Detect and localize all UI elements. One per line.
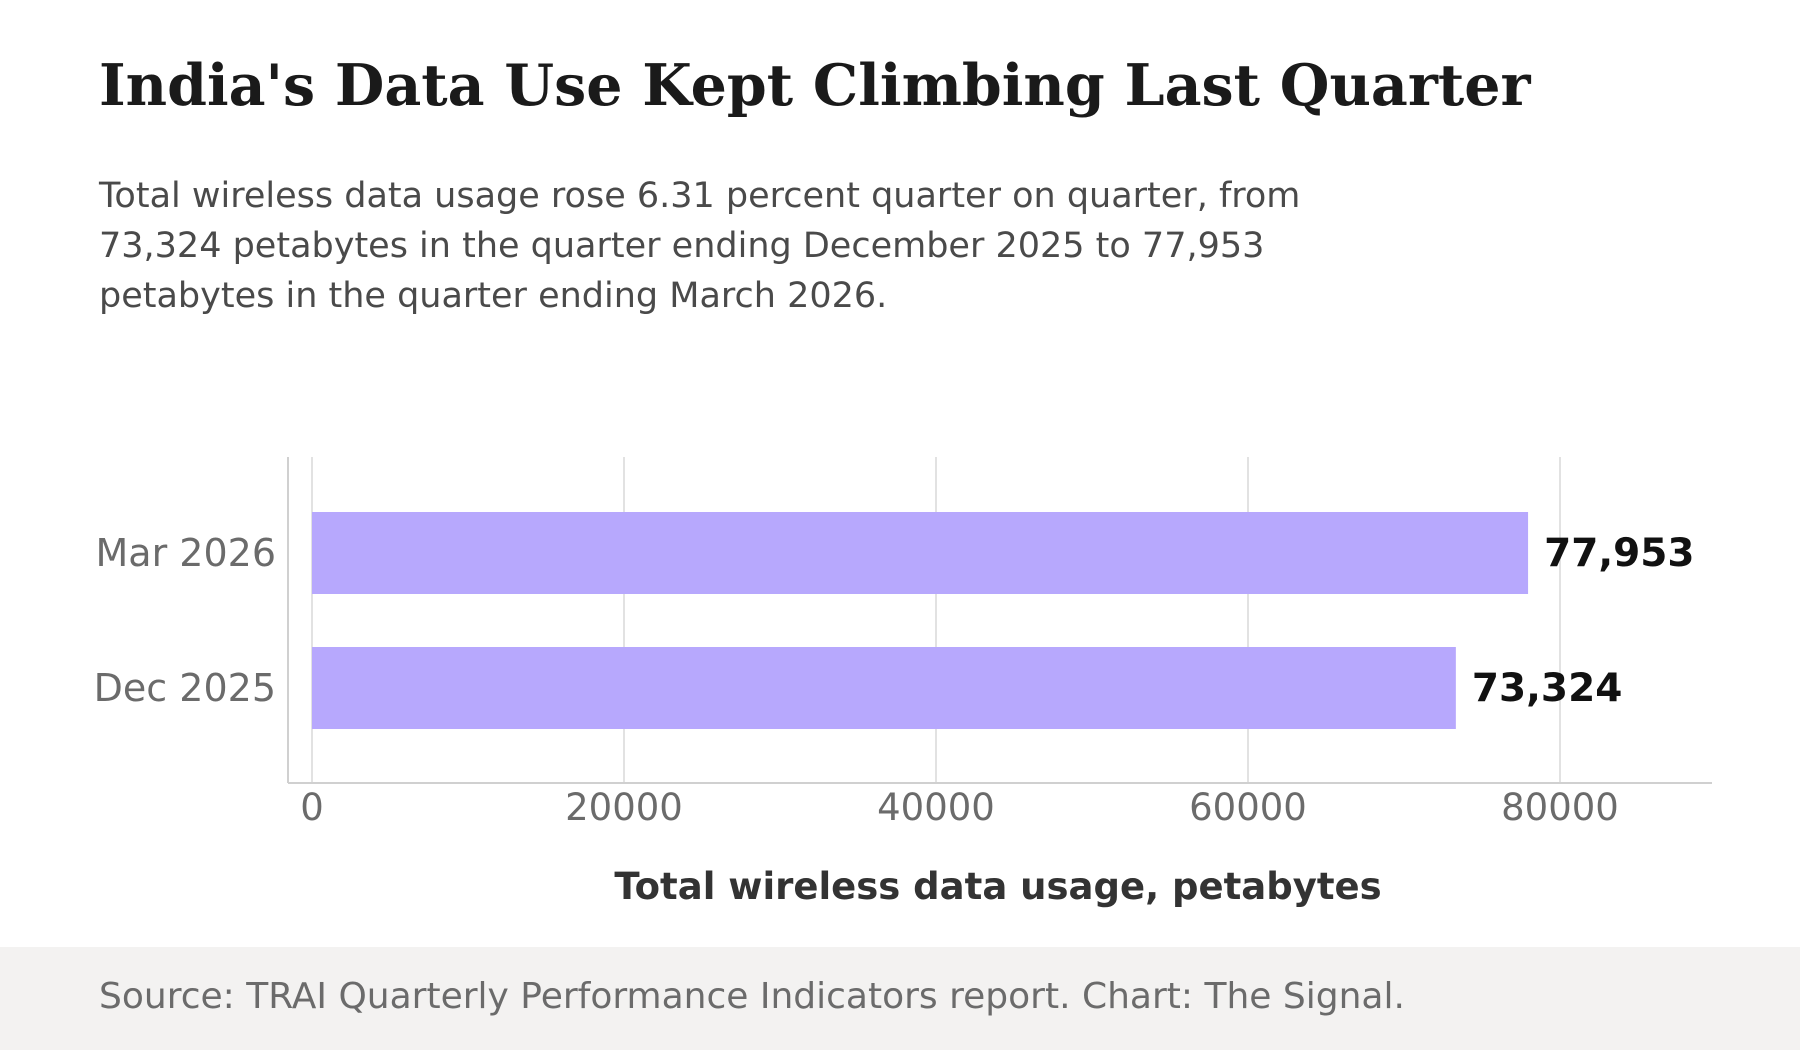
axes — [287, 457, 1712, 784]
footer: Source: TRAI Quarterly Performance Indic… — [0, 947, 1800, 1050]
bars — [312, 512, 1529, 729]
labels: 0 20000 40000 60000 80000 Mar 2026 77,953 Dec 2… — [94, 531, 1695, 829]
source-note: Source: TRAI Quarterly Performance Indic… — [99, 976, 1405, 1017]
y-category-label: Dec 2025 — [94, 666, 276, 710]
bar-chart: 0 20000 40000 60000 80000 Mar 2026 77,953 Dec 2… — [94, 457, 1712, 908]
bar — [312, 512, 1529, 594]
x-axis-title: Total wireless data usage, petabytes — [614, 865, 1381, 908]
x-tick-label: 20000 — [565, 786, 683, 829]
x-tick-label: 60000 — [1189, 786, 1307, 829]
chart-title: India's Data Use Kept Climbing Last Quar… — [99, 52, 1531, 119]
bar-value-label: 77,953 — [1544, 531, 1695, 576]
bar-value-label: 73,324 — [1472, 666, 1623, 711]
x-tick-label: 0 — [300, 786, 324, 829]
y-category-label: Mar 2026 — [96, 531, 276, 575]
x-tick-label: 40000 — [877, 786, 995, 829]
chart-subtitle: Total wireless data usage rose 6.31 perc… — [99, 176, 1301, 316]
gridlines — [311, 457, 1561, 783]
x-tick-label: 80000 — [1501, 786, 1619, 829]
bar — [312, 647, 1456, 729]
